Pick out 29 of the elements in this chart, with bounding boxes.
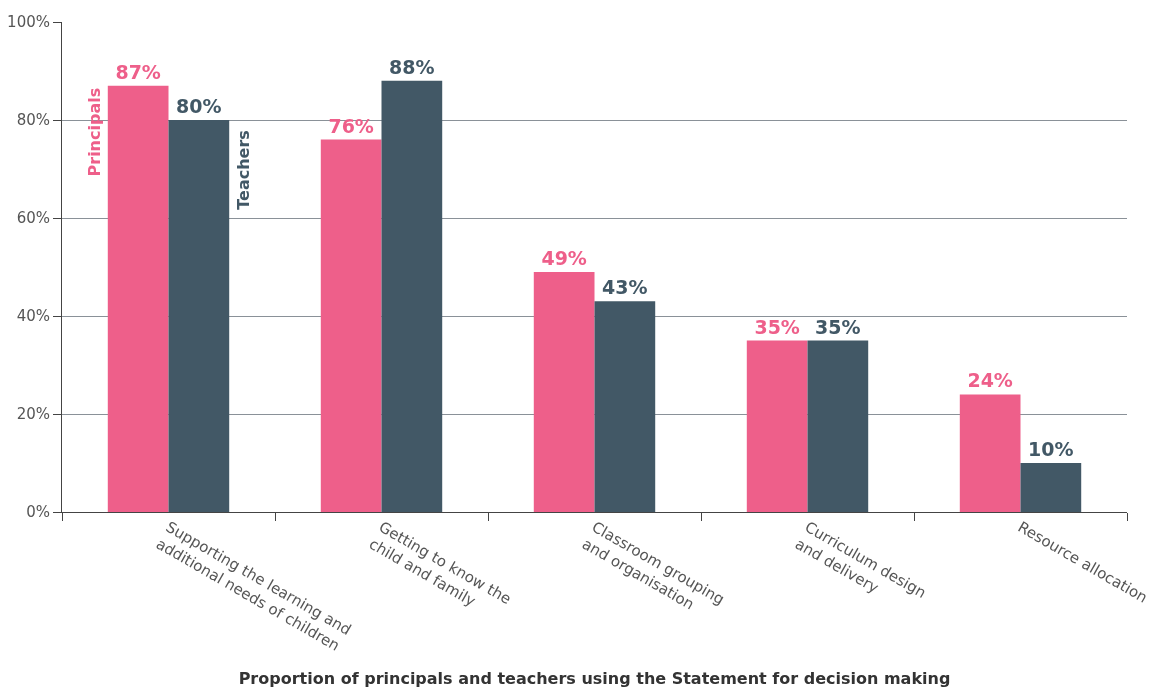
y-tick-label: 60% bbox=[16, 209, 50, 228]
y-tick-label: 0% bbox=[26, 503, 50, 522]
bar bbox=[533, 271, 595, 512]
data-label: 76% bbox=[328, 114, 374, 137]
x-axis-title: Proportion of principals and teachers using the Statement for decision making bbox=[238, 669, 951, 689]
y-tick-label: 40% bbox=[16, 307, 50, 326]
data-label: 43% bbox=[602, 276, 648, 299]
bar bbox=[107, 85, 169, 512]
bar bbox=[168, 120, 230, 512]
data-label: 49% bbox=[541, 246, 587, 269]
data-label: 24% bbox=[967, 369, 1013, 392]
bar bbox=[746, 340, 808, 512]
data-label: 80% bbox=[176, 95, 222, 117]
data-label: 87% bbox=[115, 60, 161, 83]
bar bbox=[381, 80, 443, 512]
data-label: 10% bbox=[1028, 438, 1074, 460]
bar bbox=[1020, 463, 1082, 512]
y-tick-label: 20% bbox=[16, 405, 50, 424]
text: Principals bbox=[85, 87, 105, 177]
data-label: 88% bbox=[389, 55, 435, 78]
bar bbox=[959, 394, 1021, 512]
data-label: 35% bbox=[815, 315, 861, 338]
text: Teachers bbox=[233, 130, 253, 210]
bar bbox=[594, 301, 656, 512]
y-tick-label: 80% bbox=[16, 111, 50, 130]
y-tick-label: 100% bbox=[7, 13, 50, 32]
bar bbox=[320, 139, 382, 512]
bar bbox=[807, 340, 869, 512]
data-label: 35% bbox=[754, 315, 800, 338]
